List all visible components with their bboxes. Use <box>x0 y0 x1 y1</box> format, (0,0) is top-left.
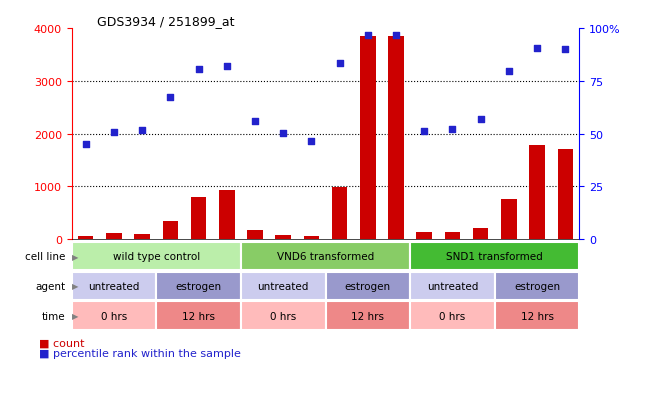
Bar <box>247 230 263 240</box>
Text: wild type control: wild type control <box>113 252 200 261</box>
Bar <box>106 234 122 240</box>
Text: GSM517083: GSM517083 <box>363 243 372 298</box>
Point <box>504 69 514 76</box>
Text: 12 hrs: 12 hrs <box>521 311 553 321</box>
Bar <box>78 236 94 240</box>
Text: GSM517087: GSM517087 <box>476 243 485 298</box>
Text: ▶: ▶ <box>72 252 78 261</box>
Text: 12 hrs: 12 hrs <box>352 311 384 321</box>
FancyBboxPatch shape <box>72 272 156 301</box>
Text: untreated: untreated <box>89 281 139 291</box>
FancyBboxPatch shape <box>72 242 241 271</box>
FancyBboxPatch shape <box>495 272 579 301</box>
Point <box>278 130 288 137</box>
Text: estrogen: estrogen <box>345 281 391 291</box>
Point <box>81 141 91 148</box>
Text: GSM517079: GSM517079 <box>251 243 260 298</box>
Text: SND1 transformed: SND1 transformed <box>447 252 543 261</box>
Point <box>447 126 458 133</box>
Point <box>419 129 430 135</box>
Text: GSM517085: GSM517085 <box>420 243 429 298</box>
Text: GSM517074: GSM517074 <box>109 243 118 298</box>
Bar <box>134 234 150 240</box>
Text: GSM517088: GSM517088 <box>505 243 514 298</box>
Text: GSM517084: GSM517084 <box>391 243 400 298</box>
Bar <box>360 37 376 240</box>
Text: 0 hrs: 0 hrs <box>439 311 465 321</box>
Bar <box>417 233 432 240</box>
Point <box>250 119 260 125</box>
Point <box>193 66 204 73</box>
Point <box>221 64 232 70</box>
Point <box>475 116 486 123</box>
Bar <box>275 235 291 240</box>
Point <box>306 139 316 145</box>
FancyBboxPatch shape <box>495 301 579 330</box>
Text: time: time <box>42 311 65 321</box>
Text: VND6 transformed: VND6 transformed <box>277 252 374 261</box>
Text: agent: agent <box>35 281 65 291</box>
Bar <box>388 37 404 240</box>
Bar <box>219 190 234 240</box>
Bar <box>163 221 178 240</box>
Point <box>560 47 570 53</box>
Text: GSM517075: GSM517075 <box>137 243 146 298</box>
Text: 0 hrs: 0 hrs <box>270 311 296 321</box>
Text: 12 hrs: 12 hrs <box>182 311 215 321</box>
Text: ▶: ▶ <box>72 282 78 291</box>
Text: GSM517076: GSM517076 <box>166 243 175 298</box>
Text: estrogen: estrogen <box>514 281 560 291</box>
FancyBboxPatch shape <box>410 242 579 271</box>
Text: GSM517090: GSM517090 <box>561 243 570 298</box>
Text: untreated: untreated <box>258 281 309 291</box>
FancyBboxPatch shape <box>156 272 241 301</box>
Text: untreated: untreated <box>427 281 478 291</box>
Point <box>165 94 176 101</box>
Bar <box>332 188 348 240</box>
Point <box>532 45 542 52</box>
FancyBboxPatch shape <box>326 272 410 301</box>
FancyBboxPatch shape <box>410 272 495 301</box>
Bar <box>303 236 319 240</box>
FancyBboxPatch shape <box>241 242 410 271</box>
Bar <box>445 233 460 240</box>
Text: ■ count: ■ count <box>39 338 85 348</box>
Text: estrogen: estrogen <box>176 281 221 291</box>
Text: GSM517078: GSM517078 <box>222 243 231 298</box>
FancyBboxPatch shape <box>241 301 326 330</box>
Text: 0 hrs: 0 hrs <box>101 311 127 321</box>
Text: ■ percentile rank within the sample: ■ percentile rank within the sample <box>39 349 241 358</box>
Text: GSM517081: GSM517081 <box>307 243 316 298</box>
Bar <box>473 228 488 240</box>
Bar <box>557 150 573 240</box>
Point <box>137 128 147 134</box>
Text: GSM517080: GSM517080 <box>279 243 288 298</box>
FancyBboxPatch shape <box>410 301 495 330</box>
Text: cell line: cell line <box>25 252 65 261</box>
Point <box>391 33 401 40</box>
Point <box>109 130 119 136</box>
Text: GSM517089: GSM517089 <box>533 243 542 298</box>
Bar <box>191 198 206 240</box>
Point <box>335 61 345 67</box>
FancyBboxPatch shape <box>72 301 156 330</box>
Bar <box>529 146 545 240</box>
Text: GSM517077: GSM517077 <box>194 243 203 298</box>
Text: ▶: ▶ <box>72 311 78 320</box>
FancyBboxPatch shape <box>156 301 241 330</box>
Text: GSM517073: GSM517073 <box>81 243 90 298</box>
Text: GSM517086: GSM517086 <box>448 243 457 298</box>
FancyBboxPatch shape <box>241 272 326 301</box>
Text: GSM517082: GSM517082 <box>335 243 344 298</box>
Point <box>363 33 373 40</box>
Bar <box>501 199 517 240</box>
Text: GDS3934 / 251899_at: GDS3934 / 251899_at <box>97 15 234 28</box>
FancyBboxPatch shape <box>326 301 410 330</box>
